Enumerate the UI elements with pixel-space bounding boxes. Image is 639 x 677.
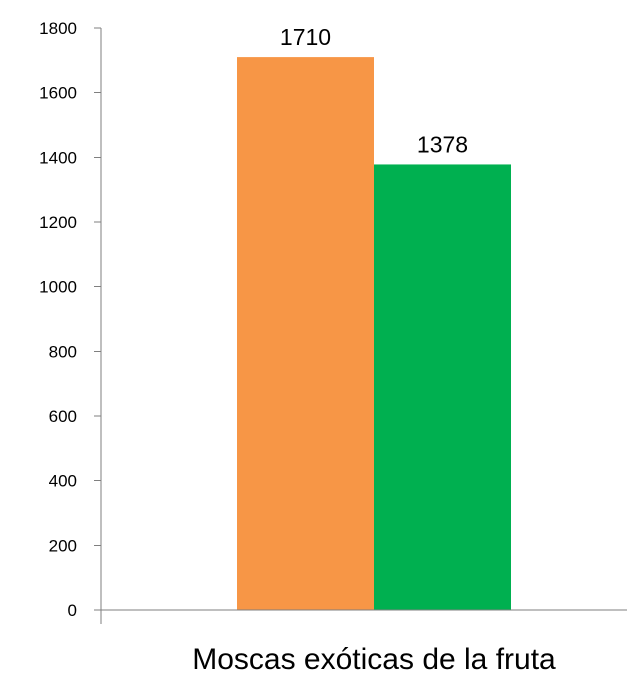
x-category-label: Moscas exóticas de la fruta bbox=[192, 643, 556, 676]
y-axis-ticks: 0 200 400 600 800 1000 1200 1400 1600 1800 bbox=[39, 19, 101, 620]
y-tick-label: 1400 bbox=[39, 148, 77, 167]
y-tick-label: 200 bbox=[49, 536, 77, 555]
bar-value-label-2: 1378 bbox=[417, 131, 468, 157]
bar-value-label-1: 1710 bbox=[280, 24, 331, 50]
bar-2 bbox=[374, 164, 511, 611]
y-tick-label: 400 bbox=[49, 472, 77, 491]
y-tick-label: 600 bbox=[49, 407, 77, 426]
y-tick-label: 800 bbox=[49, 342, 77, 361]
y-tick-label: 1600 bbox=[39, 84, 77, 103]
y-tick-label: 0 bbox=[68, 601, 77, 620]
y-tick-label: 1000 bbox=[39, 278, 77, 297]
bars bbox=[237, 57, 511, 611]
data-labels: 1710 1378 bbox=[280, 24, 468, 157]
y-tick-label: 1200 bbox=[39, 213, 77, 232]
bar-1 bbox=[237, 57, 374, 611]
y-tick-label: 1800 bbox=[39, 19, 77, 38]
